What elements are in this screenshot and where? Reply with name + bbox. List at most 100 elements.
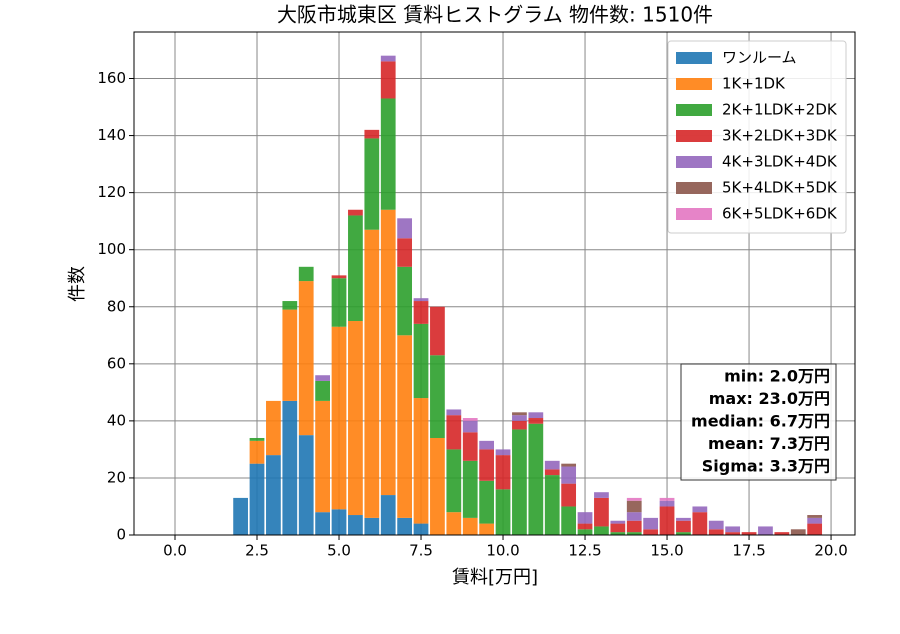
bar [413, 323, 429, 399]
legend-swatch [676, 78, 712, 90]
bar [397, 517, 413, 535]
y-tick-label: 100 [97, 240, 126, 258]
stats-line: mean: 7.3万円 [708, 434, 830, 453]
stats-box [680, 363, 837, 481]
stats-line: median: 6.7万円 [691, 412, 830, 431]
bar [462, 418, 478, 421]
bar [544, 460, 560, 470]
legend-label: 4K+3LDK+4DK [722, 153, 838, 171]
x-tick-label: 15.0 [650, 542, 683, 560]
legend-label: 3K+2LDK+3DK [722, 127, 838, 145]
legend-label: 6K+5LDK+6DK [722, 205, 838, 223]
bar [561, 506, 577, 535]
x-tick-label: 17.5 [732, 542, 765, 560]
bar [266, 455, 281, 535]
y-tick-label: 40 [107, 411, 126, 429]
bar [298, 435, 314, 535]
y-tick-label: 140 [97, 126, 126, 144]
bar [659, 506, 675, 535]
bar [512, 415, 527, 421]
bar [315, 375, 330, 381]
bar [561, 466, 577, 484]
chart-title: 大阪市城東区 賃料ヒストグラム 物件数: 1510件 [277, 3, 713, 27]
bar [643, 517, 659, 530]
bar [544, 475, 560, 535]
bar [446, 512, 462, 535]
x-tick-label: 2.5 [245, 542, 269, 560]
bar [298, 281, 314, 436]
bar [626, 497, 642, 501]
plot-frame [133, 31, 856, 536]
bar [594, 497, 609, 527]
bar [266, 400, 281, 456]
stats-line: Sigma: 3.3万円 [702, 457, 830, 476]
bar [708, 529, 724, 535]
bar [512, 420, 527, 430]
x-axis-label: 賃料[万円] [452, 567, 538, 588]
y-tick-label: 120 [97, 183, 126, 201]
bar [380, 61, 396, 99]
bar [397, 266, 413, 336]
bar [610, 520, 626, 524]
bar [331, 275, 347, 279]
bar [594, 492, 609, 498]
bar [282, 400, 298, 535]
bar [659, 497, 675, 501]
bar [380, 495, 396, 535]
bar [249, 463, 265, 535]
bar [331, 509, 347, 535]
stats-line: max: 23.0万円 [709, 389, 830, 408]
y-tick-label: 20 [107, 468, 126, 486]
bar [462, 460, 478, 518]
bar [364, 129, 380, 139]
bar [659, 500, 675, 507]
bar [561, 483, 577, 507]
bar [610, 523, 626, 533]
bar [528, 418, 544, 424]
bar [413, 298, 429, 302]
bar [544, 469, 560, 476]
bar [676, 520, 691, 533]
bar [331, 326, 347, 510]
bar [758, 526, 773, 535]
bar [495, 449, 511, 456]
legend-swatch [676, 208, 712, 220]
bar [495, 455, 511, 490]
bar [249, 440, 265, 464]
bar [577, 512, 593, 524]
bar [315, 400, 330, 513]
bar [495, 489, 511, 535]
bar [249, 437, 265, 441]
bar [708, 520, 724, 530]
x-tick-label: 12.5 [568, 542, 601, 560]
bar [643, 529, 659, 535]
bar [512, 412, 527, 416]
bar [413, 523, 429, 535]
bar [462, 517, 478, 535]
legend-label: 2K+1LDK+2DK [722, 101, 838, 119]
legend-swatch [676, 156, 712, 168]
legend-swatch [676, 104, 712, 116]
bar [413, 301, 429, 324]
bar [692, 512, 708, 535]
bar [397, 238, 413, 267]
bar [807, 517, 823, 524]
y-tick-label: 0 [116, 526, 126, 544]
bar [348, 215, 363, 322]
bar [528, 423, 544, 535]
bar [413, 398, 429, 524]
bar [725, 532, 741, 535]
bar [397, 335, 413, 518]
bar [430, 355, 445, 438]
bar [577, 523, 593, 530]
x-tick-label: 20.0 [814, 542, 847, 560]
bar [430, 437, 445, 535]
bar [348, 209, 363, 216]
bar [348, 515, 363, 535]
bar [364, 517, 380, 535]
x-tick-label: 7.5 [409, 542, 433, 560]
bar [430, 306, 445, 356]
bar [676, 517, 691, 521]
bar [626, 500, 642, 513]
